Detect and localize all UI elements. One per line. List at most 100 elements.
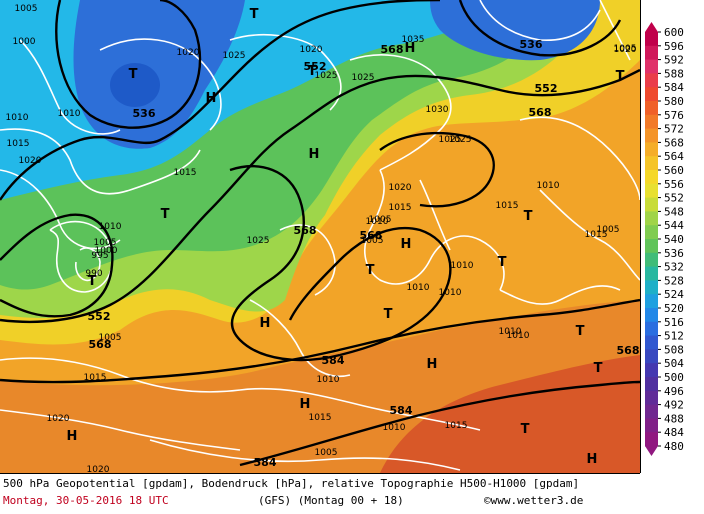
legend-tick-label: 596 xyxy=(664,40,684,53)
contour-label: 568 xyxy=(89,338,112,351)
legend-tick-label: 560 xyxy=(664,164,684,177)
legend-swatch xyxy=(645,170,658,185)
isobar-label: 1005 xyxy=(361,236,384,246)
isobar-line xyxy=(249,299,351,377)
isobar-label: 1035 xyxy=(402,35,425,45)
isobar-label: 1000 xyxy=(95,246,118,256)
low-pressure-center: T xyxy=(366,263,375,278)
low-pressure-center: T xyxy=(129,67,138,82)
low-pressure-center: T xyxy=(616,69,625,84)
contour-line xyxy=(0,213,114,318)
isobar-label: 1015 xyxy=(84,373,107,383)
legend-swatch xyxy=(645,142,658,157)
isobar-label: 1020 xyxy=(19,156,42,166)
legend-tick-label: 576 xyxy=(664,109,684,122)
legend-tick-label: 524 xyxy=(664,288,684,301)
isobar-label: 1005 xyxy=(94,238,117,248)
legend-swatch xyxy=(645,390,658,406)
isobar-label: 1025 xyxy=(223,51,246,61)
isobar-label: 1025 xyxy=(315,71,338,81)
isobar-label: 1015 xyxy=(174,168,197,178)
low-pressure-center: T xyxy=(161,207,170,222)
isobar-label: 995 xyxy=(91,251,108,261)
isobar-label: 1010 xyxy=(6,113,29,123)
isobar-line xyxy=(0,128,201,195)
low-pressure-center: T xyxy=(521,422,530,437)
contour-label: 552 xyxy=(535,82,558,95)
isobar-label: 1005 xyxy=(15,4,38,14)
isobar-label: 1010 xyxy=(451,261,474,271)
legend-swatch xyxy=(645,432,658,447)
footer-model: (GFS) (Montag 00 + 18) xyxy=(258,494,404,507)
isobar-label: 1010 xyxy=(366,217,389,227)
high-pressure-center: H xyxy=(401,237,412,252)
legend-tick-label: 600 xyxy=(664,26,684,39)
legend-swatch xyxy=(645,294,658,309)
fill-cold-core-east xyxy=(430,0,600,61)
isobar-line xyxy=(364,169,431,285)
contour-line xyxy=(55,0,202,129)
legend-swatch xyxy=(645,335,658,350)
contour-line xyxy=(0,68,640,324)
contour-line xyxy=(239,380,640,467)
legend-tick-label: 528 xyxy=(664,274,684,287)
legend-tick-label: 552 xyxy=(664,192,684,205)
isobar-label: 1010 xyxy=(439,288,462,298)
legend-tick-label: 584 xyxy=(664,81,684,94)
legend-swatch xyxy=(645,266,658,281)
legend-tick-label: 536 xyxy=(664,247,684,260)
legend-swatch xyxy=(645,321,658,337)
legend-swatch xyxy=(645,183,658,199)
legend-swatch xyxy=(645,128,658,143)
isobar-label: 1025 xyxy=(352,73,375,83)
isobar-label: 1005 xyxy=(614,44,637,54)
footer-credit[interactable]: ©www.wetter3.de xyxy=(484,494,584,507)
legend-tick-label: 544 xyxy=(664,219,684,232)
contour-line xyxy=(379,132,495,208)
footer-date: Montag, 30-05-2016 18 UTC xyxy=(3,494,169,507)
legend-swatch xyxy=(645,45,658,61)
contour-label: 552 xyxy=(304,60,327,73)
legend-tick-label: 588 xyxy=(664,67,684,80)
high-pressure-center: H xyxy=(67,429,78,444)
legend-swatch xyxy=(645,363,658,378)
isobar-label: 1020 xyxy=(47,414,70,424)
legend-swatch xyxy=(645,87,658,102)
legend-tick-label: 508 xyxy=(664,343,684,356)
isobar-label: 1020 xyxy=(300,45,323,55)
legend-tick-label: 532 xyxy=(664,261,684,274)
isobar-line xyxy=(479,0,601,41)
low-pressure-center: T xyxy=(384,307,393,322)
isobar-label: 1020 xyxy=(389,183,412,193)
legend-tick-label: 480 xyxy=(664,440,684,453)
isobar-label: 1025 xyxy=(439,135,462,145)
legend-tick-label: 548 xyxy=(664,205,684,218)
legend-tick-label: 504 xyxy=(664,357,684,370)
legend-swatch xyxy=(645,252,658,268)
legend-swatch xyxy=(645,156,658,171)
legend-swatch xyxy=(645,32,658,47)
contour-line xyxy=(229,165,341,362)
contour-label: 568 xyxy=(294,224,317,237)
isobar-label: 1015 xyxy=(585,230,608,240)
legend-swatch xyxy=(645,280,658,295)
high-pressure-center: H xyxy=(260,316,271,331)
low-pressure-center: T xyxy=(498,255,507,270)
legend-swatch xyxy=(645,377,658,392)
isobar-label: 1015 xyxy=(309,413,332,423)
map-footer: 500 hPa Geopotential [gpdam], Bodendruck… xyxy=(0,473,640,514)
isobar-label: 1010 xyxy=(507,331,530,341)
isobar-label: 990 xyxy=(85,269,102,279)
isobar-label: 1010 xyxy=(407,283,430,293)
isobar-label: 1025 xyxy=(247,236,270,246)
isobar-label: 1000 xyxy=(13,37,36,47)
legend-swatch xyxy=(645,73,658,88)
isobar-line xyxy=(519,116,640,201)
isobar-label: 1020 xyxy=(87,465,110,473)
isobar-line xyxy=(499,285,621,305)
contour-label: 552 xyxy=(88,310,111,323)
high-pressure-center: H xyxy=(206,91,217,106)
legend-tick-label: 556 xyxy=(664,178,684,191)
isobar-label: 1025 xyxy=(449,135,472,145)
isobar-label: 1005 xyxy=(315,448,338,458)
